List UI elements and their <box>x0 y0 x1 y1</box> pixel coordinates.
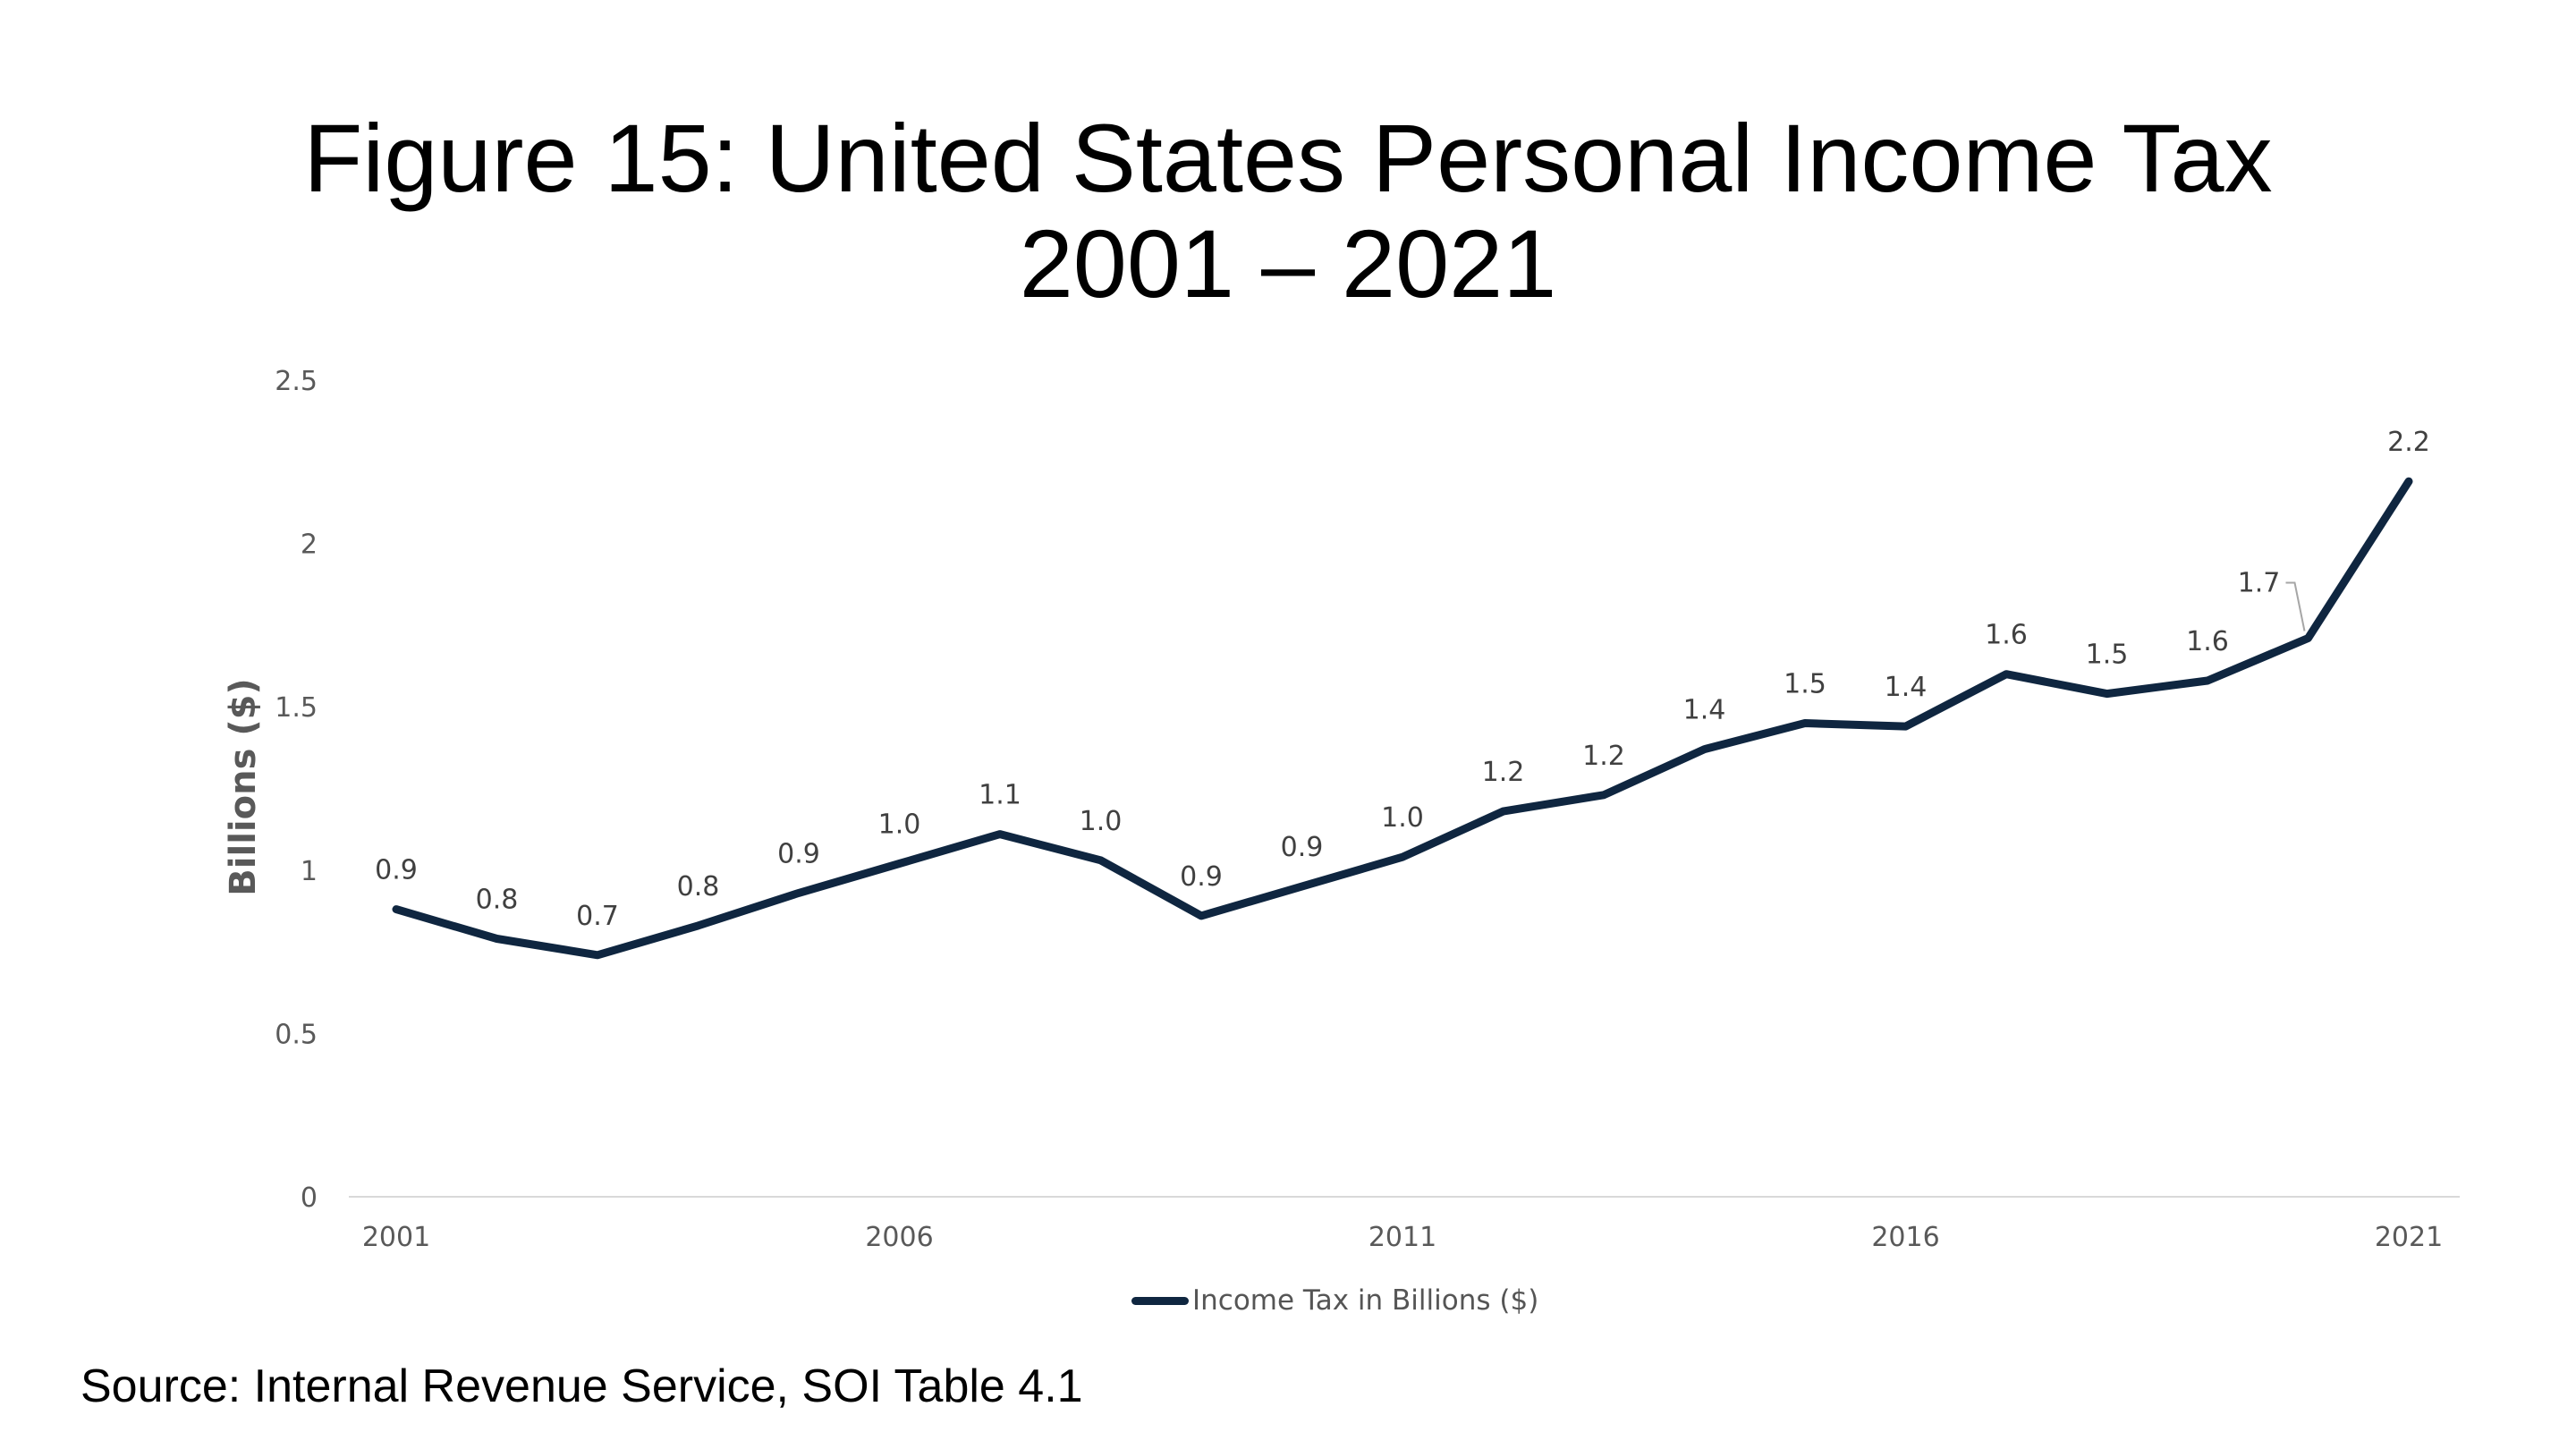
data-label: 0.9 <box>1180 861 1223 893</box>
y-tick-label: 2 <box>301 530 318 561</box>
data-label: 0.8 <box>476 884 519 915</box>
legend-label: Income Tax in Billions ($) <box>1192 1284 1539 1317</box>
x-tick-label: 2001 <box>362 1222 430 1253</box>
y-tick-label: 0 <box>301 1182 318 1214</box>
data-label: 1.7 <box>2238 568 2281 599</box>
data-label: 0.8 <box>677 871 720 902</box>
data-label: 1.2 <box>1582 741 1625 772</box>
series-line <box>392 477 2413 960</box>
x-tick-label: 2016 <box>1871 1222 1939 1253</box>
data-label: 1.5 <box>1784 668 1826 699</box>
data-label: 0.9 <box>1281 832 1324 863</box>
data-label: 0.9 <box>777 838 820 869</box>
data-label: 1.2 <box>1482 757 1525 788</box>
data-label-leader <box>2285 581 2306 631</box>
y-axis-title: Billions ($) <box>223 678 264 895</box>
chart-title-line1: Figure 15: United States Personal Income… <box>303 104 2273 212</box>
chart-title-line2: 2001 – 2021 <box>1019 209 1557 318</box>
data-label: 0.9 <box>375 855 418 886</box>
x-tick-label: 2021 <box>2375 1222 2443 1253</box>
source-note: Source: Internal Revenue Service, SOI Ta… <box>80 1360 1083 1412</box>
data-label: 1.0 <box>1080 806 1123 837</box>
y-tick-label: 1 <box>301 856 318 887</box>
data-label: 2.2 <box>2387 427 2430 458</box>
data-label: 1.4 <box>1885 672 1928 703</box>
data-label: 1.1 <box>979 780 1021 811</box>
data-label: 0.7 <box>576 901 619 932</box>
data-label: 1.4 <box>1683 695 1726 726</box>
data-label: 1.0 <box>878 809 921 840</box>
data-label: 1.6 <box>1985 620 2028 651</box>
legend-swatch <box>1131 1296 1189 1305</box>
x-tick-label: 2006 <box>865 1222 933 1253</box>
y-tick-label: 1.5 <box>275 692 318 724</box>
y-tick-label: 0.5 <box>275 1019 318 1050</box>
data-label: 1.5 <box>2086 640 2129 671</box>
data-label: 1.6 <box>2186 626 2229 657</box>
data-label: 1.0 <box>1381 802 1424 834</box>
legend: Income Tax in Billions ($) <box>1131 1281 1538 1320</box>
chart-title: Figure 15: United States Personal Income… <box>0 106 2576 317</box>
x-tick-label: 2011 <box>1368 1222 1436 1253</box>
y-tick-label: 2.5 <box>275 366 318 397</box>
